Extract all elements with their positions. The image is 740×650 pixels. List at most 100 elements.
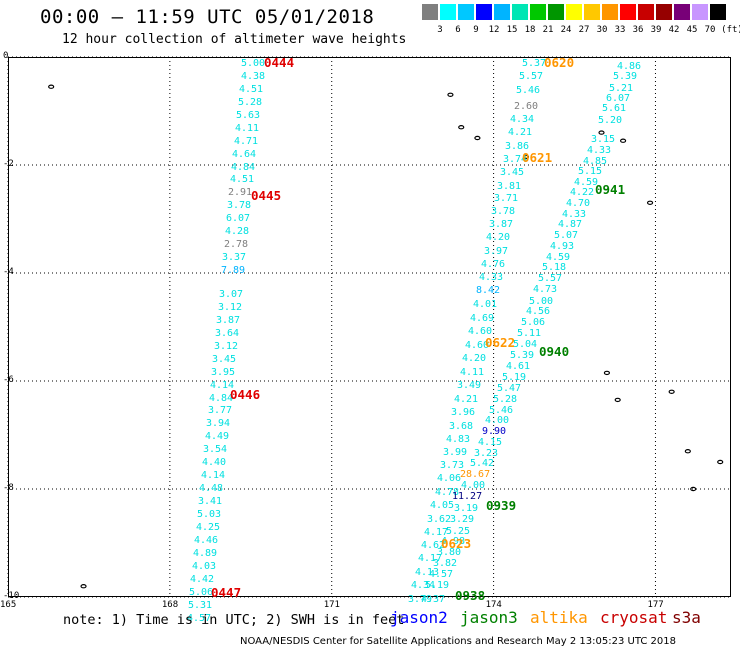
wave-height-value: 3.79	[408, 594, 433, 605]
wave-height-value: 8.42	[476, 285, 501, 296]
wave-height-value: 4.20	[462, 353, 487, 364]
wave-height-value: 5.06	[521, 317, 546, 328]
wave-height-value: 4.00	[461, 480, 486, 491]
latitude-label: -6	[3, 375, 14, 385]
latitude-label: -4	[3, 267, 14, 277]
wave-height-value: 7.89	[221, 265, 246, 276]
wave-height-value: 3.64	[215, 328, 240, 339]
pass-time-label: 0939	[486, 498, 517, 513]
pass-time-label: 0621	[522, 150, 553, 165]
wave-height-value: 6.07	[606, 93, 631, 104]
scale-label: 12	[488, 25, 500, 35]
legend-entry-cryosat: cryosat	[600, 608, 668, 627]
wave-height-value: 5.63	[236, 110, 261, 121]
wave-height-value: 5.42	[470, 458, 495, 469]
wave-height-value: 4.73	[533, 284, 558, 295]
wave-height-value: 4.25	[196, 522, 221, 533]
wave-height-value: 3.19	[454, 503, 479, 514]
scale-swatch	[548, 4, 564, 20]
wave-height-value: 4.60	[465, 340, 490, 351]
wave-height-value: 3.80	[437, 547, 462, 558]
wave-height-value: 4.61	[506, 361, 531, 372]
wave-height-value: 4.00	[485, 415, 510, 426]
pass-time-label: 0941	[595, 182, 626, 197]
wave-height-value: 2.78	[224, 239, 249, 250]
wave-height-value: 5.18	[542, 262, 567, 273]
pass-time-label: 0447	[211, 585, 242, 600]
wave-height-value: 4.40	[202, 457, 227, 468]
longitude-label: 165	[0, 600, 17, 610]
pass-time-label: 0445	[251, 188, 282, 203]
longitude-label: 168	[161, 600, 179, 610]
wave-height-value: 5.39	[510, 350, 535, 361]
wave-height-value: 4.20	[486, 232, 511, 243]
scale-swatch	[512, 4, 528, 20]
wave-height-value: 5.46	[489, 405, 514, 416]
wave-height-value: 4.33	[479, 272, 504, 283]
wave-height-value: 3.87	[216, 315, 241, 326]
scale-label: 3	[437, 25, 443, 35]
wave-height-value: 4.86	[617, 61, 642, 72]
island-outline	[474, 135, 481, 141]
pass-time-label: 0446	[230, 387, 261, 402]
wave-height-value: 4.14	[210, 380, 235, 391]
pass-time-label: 0444	[264, 55, 295, 70]
wave-height-value: 3.77	[208, 405, 233, 416]
pass-time-label: 0938	[455, 588, 486, 603]
wave-height-value: 3.41	[198, 496, 223, 507]
wave-height-value: 4.17	[424, 527, 449, 538]
wave-height-value: 5.00	[529, 296, 554, 307]
island-outline	[717, 459, 724, 465]
wave-height-value: 4.06	[437, 473, 462, 484]
map-border	[8, 57, 731, 597]
island-outline	[668, 389, 675, 394]
gridlines	[7, 56, 731, 598]
wave-height-value: 4.42	[190, 574, 215, 585]
wave-height-value: 4.33	[587, 145, 612, 156]
wave-height-value: 4.59	[546, 252, 571, 263]
wave-height-value: 3.37	[222, 252, 247, 263]
wave-height-value: 4.84	[231, 162, 256, 173]
wave-height-value: 5.39	[613, 71, 638, 82]
wave-height-value: 4.64	[232, 149, 257, 160]
scale-label: 33	[614, 25, 626, 35]
wave-height-value: 4.62	[421, 540, 446, 551]
scale-swatch	[440, 4, 456, 20]
wave-height-value: 6.07	[226, 213, 251, 224]
island-outline	[80, 584, 87, 589]
credit-line: NOAA/NESDIS Center for Satellite Applica…	[240, 636, 676, 647]
wave-height-value: 5.19	[502, 372, 527, 383]
islands	[48, 84, 724, 589]
scale-swatch	[710, 4, 726, 20]
wave-height-value: 4.13	[415, 567, 440, 578]
scale-label: 30	[596, 25, 608, 35]
scale-swatch	[476, 4, 492, 20]
island-outline	[619, 138, 627, 143]
wave-height-value: 3.71	[494, 193, 519, 204]
scale-swatch	[494, 4, 510, 20]
wave-height-value: 4.51	[239, 84, 264, 95]
scale-label: 36	[632, 25, 644, 35]
wave-height-value: 3.23	[474, 448, 499, 459]
scale-unit: (ft)	[721, 25, 740, 35]
island-outline	[684, 449, 691, 454]
wave-height-value: 3.94	[206, 418, 231, 429]
wave-height-value: 5.21	[609, 83, 634, 94]
wave-height-value: 4.01	[473, 299, 498, 310]
wave-height-value: 4.89	[193, 548, 218, 559]
wave-height-value: 5.03	[197, 509, 222, 520]
pass-time-label: 0623	[441, 536, 472, 551]
page-title: 00:00 – 11:59 UTC 05/01/2018	[40, 6, 375, 28]
wave-height-value: 3.95	[211, 367, 236, 378]
scale-swatch	[656, 4, 672, 20]
wave-height-value: 4.70	[566, 198, 591, 209]
wave-height-value: 4.21	[454, 394, 479, 405]
wave-height-value: 5.28	[238, 97, 263, 108]
wave-height-value: 5.25	[446, 526, 471, 537]
wave-height-value: 3.12	[218, 302, 243, 313]
wave-height-value: 4.78	[435, 487, 460, 498]
scale-swatch	[692, 4, 708, 20]
wave-height-value: 4.21	[508, 127, 533, 138]
legend-entry-altika: altika	[530, 608, 588, 627]
